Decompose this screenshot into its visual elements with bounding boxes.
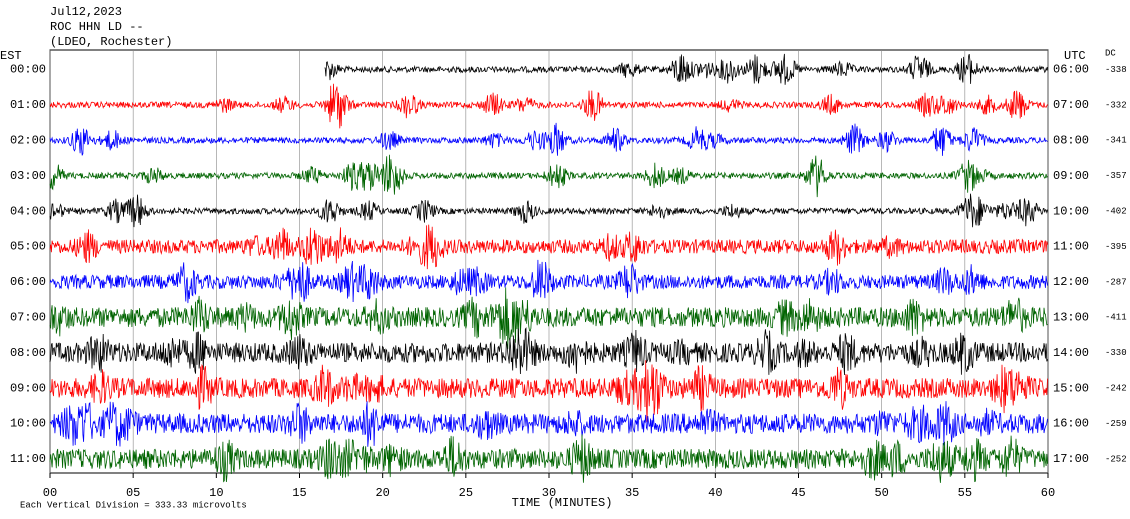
dc-value: -242 — [1105, 383, 1127, 393]
est-label: 05:00 — [10, 240, 46, 254]
dc-value: -259 — [1105, 419, 1127, 429]
x-tick-label: 55 — [958, 486, 972, 500]
trace — [49, 224, 1048, 270]
est-label: 07:00 — [10, 310, 46, 324]
trace — [49, 122, 1048, 156]
trace — [49, 360, 1048, 423]
utc-label: 11:00 — [1053, 240, 1089, 254]
left-axis-label: EST — [0, 49, 22, 63]
dc-value: -338 — [1105, 65, 1127, 75]
dc-label: DC — [1105, 48, 1116, 58]
dc-value: -357 — [1105, 171, 1127, 181]
est-label: 08:00 — [10, 346, 46, 360]
utc-label: 14:00 — [1053, 346, 1089, 360]
utc-label: 09:00 — [1053, 169, 1089, 183]
dc-value: -252 — [1105, 454, 1127, 464]
dc-value: -341 — [1105, 136, 1127, 146]
utc-label: 17:00 — [1053, 452, 1089, 466]
trace — [49, 154, 1048, 198]
trace — [49, 259, 1048, 304]
trace — [49, 287, 1048, 349]
est-label: 01:00 — [10, 98, 46, 112]
est-label: 09:00 — [10, 381, 46, 395]
est-label: 03:00 — [10, 169, 46, 183]
est-label: 04:00 — [10, 204, 46, 218]
x-tick-label: 05 — [126, 486, 140, 500]
est-label: 06:00 — [10, 275, 46, 289]
dc-value: -332 — [1105, 100, 1127, 110]
est-label: 11:00 — [10, 452, 46, 466]
trace — [49, 401, 1048, 447]
x-axis-label: TIME (MINUTES) — [512, 496, 613, 510]
utc-label: 16:00 — [1053, 417, 1089, 431]
utc-label: 13:00 — [1053, 310, 1089, 324]
x-tick-label: 40 — [708, 486, 722, 500]
est-label: 00:00 — [10, 63, 46, 77]
x-tick-label: 25 — [459, 486, 473, 500]
utc-label: 10:00 — [1053, 204, 1089, 218]
title-line: Jul12,2023 — [50, 5, 122, 19]
x-tick-label: 45 — [791, 486, 805, 500]
dc-value: -402 — [1105, 206, 1127, 216]
trace — [324, 53, 1048, 85]
est-label: 10:00 — [10, 417, 46, 431]
x-tick-label: 35 — [625, 486, 639, 500]
utc-label: 08:00 — [1053, 133, 1089, 147]
dc-value: -395 — [1105, 242, 1127, 252]
est-label: 02:00 — [10, 133, 46, 147]
utc-label: 15:00 — [1053, 381, 1089, 395]
utc-label: 06:00 — [1053, 63, 1089, 77]
right-axis-label: UTC — [1064, 49, 1086, 63]
trace — [49, 327, 1048, 376]
trace — [49, 193, 1048, 228]
utc-label: 07:00 — [1053, 98, 1089, 112]
trace — [49, 83, 1048, 129]
footer: Each Vertical Division = 333.33 microvol… — [20, 500, 247, 510]
x-tick-label: 15 — [292, 486, 306, 500]
x-tick-label: 10 — [209, 486, 223, 500]
x-tick-label: 60 — [1041, 486, 1055, 500]
dc-value: -330 — [1105, 348, 1127, 358]
x-tick-label: 00 — [43, 486, 57, 500]
dc-value: -411 — [1105, 313, 1127, 323]
title-line: (LDEO, Rochester) — [50, 35, 172, 49]
title-line: ROC HHN LD -- — [50, 20, 144, 34]
x-tick-label: 30 — [542, 486, 556, 500]
utc-label: 12:00 — [1053, 275, 1089, 289]
dc-value: -287 — [1105, 277, 1127, 287]
trace — [49, 434, 1048, 483]
x-tick-label: 20 — [375, 486, 389, 500]
x-tick-label: 50 — [874, 486, 888, 500]
